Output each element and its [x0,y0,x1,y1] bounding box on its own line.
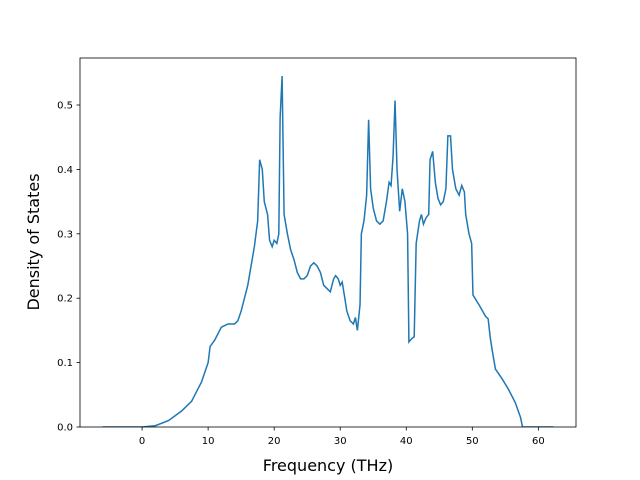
x-tick-label: 20 [268,436,281,447]
y-tick-label: 0.5 [57,101,73,112]
x-axis-label: Frequency (THz) [263,456,393,475]
plot-frame [79,57,577,428]
x-tick-label: 30 [334,436,347,447]
x-tick-label: 40 [400,436,413,447]
dos-line [102,75,554,427]
x-tick-label: 50 [466,436,479,447]
y-tick-label: 0.2 [57,294,73,305]
y-tick-label: 0.4 [57,165,73,176]
x-tick-label: 0 [139,436,145,447]
x-tick-label: 60 [532,436,545,447]
x-tick-label: 10 [202,436,215,447]
y-tick-label: 0.1 [57,358,73,369]
y-tick-label: 0.3 [57,229,73,240]
y-axis-label: Density of States [24,173,43,310]
y-tick-label: 0.0 [57,423,73,434]
